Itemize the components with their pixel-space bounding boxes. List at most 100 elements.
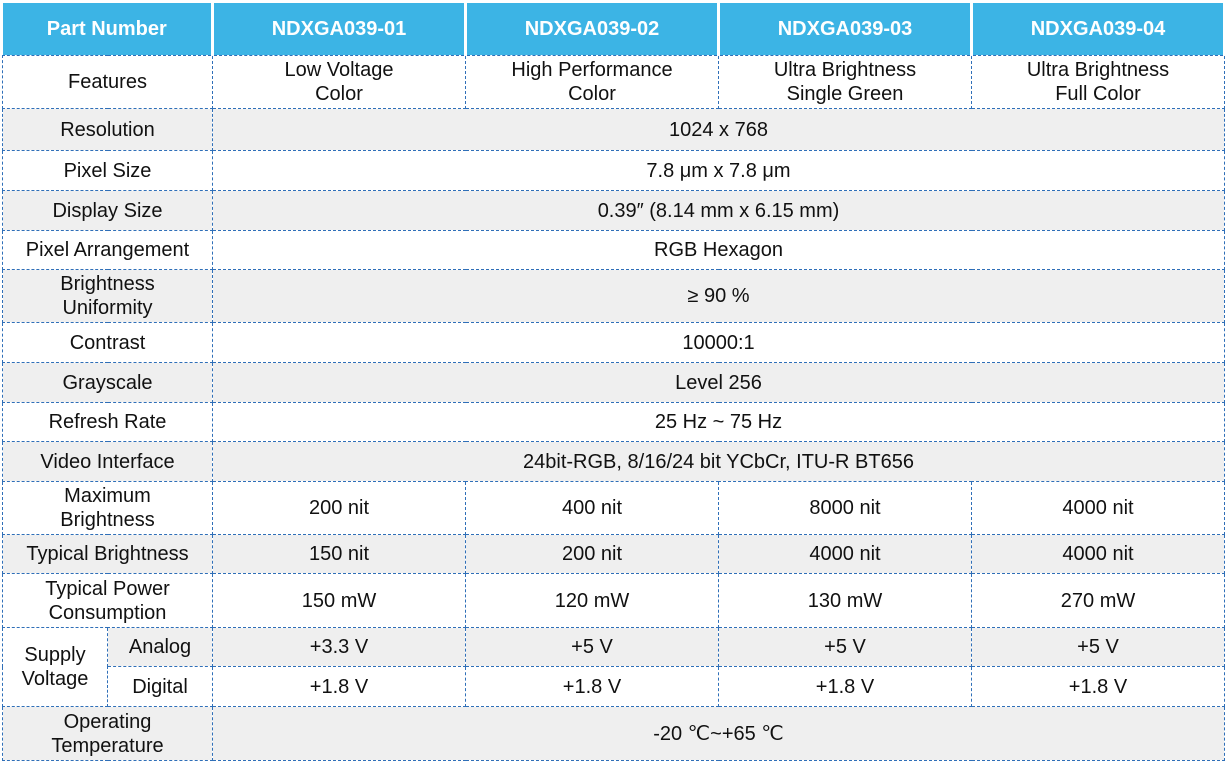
spec-row: Typical Brightness 150 nit 200 nit 4000 nit… [2,534,1225,574]
spec-row: Refresh Rate 25 Hz ~ 75 Hz [2,402,1225,442]
value-cell: 7.8 μm x 7.8 μm [212,150,1225,191]
text-line: Uniformity [62,297,153,319]
text-line: Single Green [786,83,904,105]
cell-text: NDXGA039-01 [271,18,407,40]
row-label: Refresh Rate [2,402,213,442]
row-label: Grayscale [2,362,213,403]
row-label: Brightness Uniformity [2,269,213,323]
row-label: Maximum Brightness [2,481,213,535]
text-line: Color [568,83,616,105]
cell-text: 200 nit [561,543,623,565]
value-cell: 200 nit [465,534,719,574]
cell-text: +3.3 V [309,636,369,658]
text-line: Typical Power [45,577,170,600]
cell-text: -20 ℃~+65 ℃ [653,722,784,745]
sub-label: Digital [107,666,213,707]
row-label: Operating Temperature [2,706,213,761]
row-label: Video Interface [2,441,213,482]
cell-text: NDXGA039-02 [524,18,660,40]
value-cell: 8000 nit [718,481,972,535]
spec-row: Operating Temperature -20 ℃~+65 ℃ [2,706,1225,761]
cell-text: Features [68,71,147,93]
text-line: Brightness [60,273,155,295]
value-cell: High Performance Color [465,55,719,109]
cell-text: Analog [128,636,192,658]
value-cell: +1.8 V [465,666,719,707]
spec-row: Display Size 0.39″ (8.14 mm x 6.15 mm) [2,190,1225,231]
cell-text: Part Number [46,18,167,40]
cell-text: Contrast [69,331,146,354]
row-label: Resolution [2,108,213,151]
cell-text: +5 V [571,636,613,658]
value-cell: Low Voltage Color [212,55,466,109]
cell-text: +1.8 V [815,675,875,698]
row-label: Pixel Arrangement [2,230,213,270]
spec-row: Video Interface 24bit-RGB, 8/16/24 bit YC… [2,441,1225,482]
cell-text: 10000:1 [682,331,755,354]
row-label: Display Size [2,190,213,231]
cell-text: 270 mW [1060,589,1136,612]
cell-text: +5 V [1077,636,1119,658]
spec-table-wrap: Part Number NDXGA039-01 NDXGA039-02 NDXGA03… [2,3,1226,761]
spec-row: Features Low Voltage Color High Performance… [2,55,1225,109]
spec-row: Maximum Brightness 200 nit 400 nit 8000 nit 4… [2,481,1225,535]
value-cell: 150 mW [212,573,466,628]
value-cell: RGB Hexagon [212,230,1225,270]
value-cell: 270 mW [971,573,1225,628]
text-line: Full Color [1055,83,1141,105]
text-line: Supply [24,644,86,666]
cell-text: Digital [132,675,188,698]
cell-text: NDXGA039-03 [777,18,913,40]
cell-text: 24bit-RGB, 8/16/24 bit YCbCr, ITU-R BT65… [523,450,914,473]
text-line: Temperature [51,734,164,757]
cell-text: Typical Brightness [26,543,189,565]
cell-text: 150 nit [308,543,370,565]
text-line: Consumption [48,601,167,624]
cell-text: Refresh Rate [48,411,167,433]
row-label: Features [2,55,213,109]
cell-text: 120 mW [554,589,630,612]
cell-text: 150 mW [301,589,377,612]
cell-text: 400 nit [561,497,623,519]
value-cell: +3.3 V [212,627,466,667]
part-number: NDXGA039-01 [211,3,467,56]
value-cell: 120 mW [465,573,719,628]
value-cell: 24bit-RGB, 8/16/24 bit YCbCr, ITU-R BT65… [212,441,1225,482]
part-number: NDXGA039-04 [970,3,1226,56]
cell-text: 200 nit [308,497,370,519]
cell-text: Pixel Arrangement [25,239,190,261]
value-cell: +1.8 V [971,666,1225,707]
value-cell: 130 mW [718,573,972,628]
row-label: Contrast [2,322,213,363]
spec-row: Resolution 1024 x 768 [2,108,1225,151]
value-cell: 150 nit [212,534,466,574]
text-line: Ultra Brightness [773,59,917,81]
value-cell: 400 nit [465,481,719,535]
text-line: Color [315,83,363,105]
spec-row: Contrast 10000:1 [2,322,1225,363]
text-line: Low Voltage [284,59,394,81]
cell-text: Level 256 [675,371,762,394]
value-cell: ≥ 90 % [212,269,1225,323]
cell-text: 1024 x 768 [669,118,768,141]
cell-text: 4000 nit [1062,497,1134,519]
value-cell: 25 Hz ~ 75 Hz [212,402,1225,442]
cell-text: Video Interface [40,450,175,473]
text-line: Ultra Brightness [1026,59,1170,81]
spec-row: Pixel Size 7.8 μm x 7.8 μm [2,150,1225,191]
text-line: Maximum [64,485,151,507]
cell-text: +1.8 V [562,675,622,698]
value-cell: 10000:1 [212,322,1225,363]
value-cell: Ultra Brightness Full Color [971,55,1225,109]
text-line: High Performance [511,59,673,81]
value-cell: Level 256 [212,362,1225,403]
cell-text: Grayscale [62,371,153,394]
spec-row: Grayscale Level 256 [2,362,1225,403]
cell-text: 4000 nit [809,543,881,565]
part-number: NDXGA039-03 [717,3,973,56]
value-cell: +1.8 V [212,666,466,707]
part-number: NDXGA039-02 [464,3,720,56]
cell-text: NDXGA039-04 [1030,18,1166,40]
value-cell: 4000 nit [718,534,972,574]
